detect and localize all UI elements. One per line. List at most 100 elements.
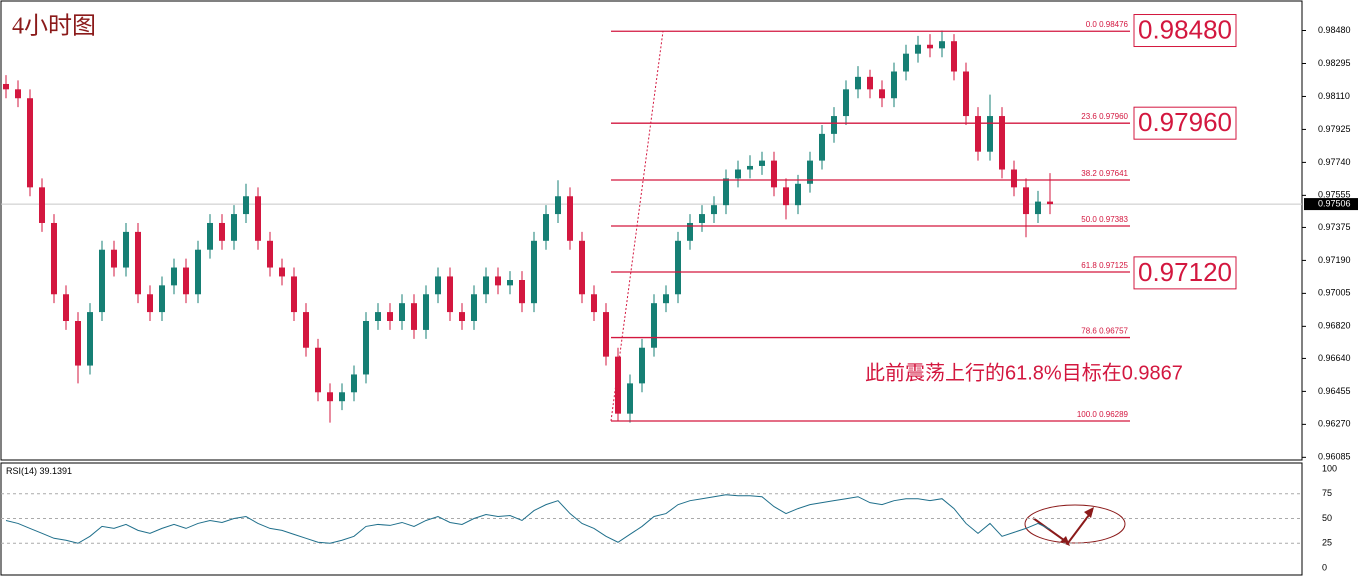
candle-body	[519, 280, 525, 304]
rsi-tick-label: 100	[1322, 463, 1337, 473]
candle-body	[891, 71, 897, 99]
target-box	[1133, 106, 1237, 140]
candle-body	[171, 267, 177, 286]
fib-price: 0.96757	[1099, 327, 1128, 336]
y-tick-label: 0.96085	[1318, 452, 1351, 462]
candle-body	[663, 294, 669, 304]
target-label: 0.97960	[1138, 107, 1232, 137]
candle-body	[867, 76, 873, 90]
candle-body	[99, 249, 105, 313]
chart-title: 4小时图	[12, 13, 96, 40]
rsi-header: RSI(14) 39.1391	[6, 466, 72, 476]
candle-body	[735, 169, 741, 179]
candle-body	[711, 205, 717, 215]
candle-body	[915, 44, 921, 54]
candle-body	[747, 165, 753, 170]
y-tick-label: 0.97740	[1318, 157, 1351, 167]
trend-line	[610, 31, 664, 422]
y-tick-label: 0.96640	[1318, 353, 1351, 363]
candle-body	[627, 383, 633, 414]
candle-body	[939, 41, 945, 49]
target-label: 0.97120	[1138, 257, 1232, 287]
candle-body	[447, 276, 453, 313]
y-tick-label: 0.96270	[1318, 419, 1351, 429]
candle-body	[375, 312, 381, 321]
fib-ratio: 78.6	[1081, 327, 1097, 336]
candle-body	[87, 312, 93, 366]
fib-label: 0.0 0.98476	[1086, 20, 1129, 29]
fib-ratio: 0.0	[1086, 20, 1098, 29]
candle-body	[699, 214, 705, 223]
candle-body	[39, 187, 45, 223]
candle-body	[195, 249, 201, 295]
candle-body	[1047, 201, 1053, 205]
rsi-tick-label: 50	[1322, 513, 1332, 523]
candle-body	[687, 222, 693, 241]
candle-body	[603, 312, 609, 357]
candle-body	[1023, 187, 1029, 215]
candle-body	[879, 89, 885, 99]
candle-body	[543, 214, 549, 241]
candle-body	[123, 231, 129, 268]
candle-body	[795, 183, 801, 206]
rsi-tick-label: 25	[1322, 538, 1332, 548]
y-tick-label: 0.98110	[1318, 91, 1350, 101]
fib-ratio: 100.0	[1077, 410, 1098, 419]
candle-body	[903, 53, 909, 72]
candle-body	[555, 196, 561, 215]
fib-label: 23.6 0.97960	[1081, 112, 1128, 121]
candle-body	[399, 303, 405, 321]
candle-body	[147, 294, 153, 313]
fib-price: 0.98476	[1099, 20, 1128, 29]
candle-body	[135, 231, 141, 295]
fib-price: 0.97960	[1099, 112, 1128, 121]
annotation: 此前震荡上行的61.8%目标在0.9867	[865, 361, 1183, 384]
y-tick-label: 0.97925	[1318, 124, 1351, 134]
y-tick-label: 0.98295	[1318, 58, 1351, 68]
fib-ratio: 50.0	[1081, 215, 1097, 224]
candle-body	[783, 187, 789, 206]
candle-body	[855, 76, 861, 90]
candle-body	[567, 196, 573, 241]
y-tick-label: 0.98480	[1318, 25, 1351, 35]
rsi-name: RSI(14)	[6, 466, 37, 476]
candle-body	[315, 347, 321, 393]
candle-body	[15, 89, 21, 99]
candle-body	[75, 320, 81, 366]
fib-ratio: 38.2	[1081, 169, 1097, 178]
candle-body	[231, 214, 237, 241]
candle-body	[495, 276, 501, 286]
candle-body	[291, 276, 297, 313]
candle-body	[27, 98, 33, 188]
candle-body	[51, 222, 57, 295]
rsi-tick-label: 0	[1322, 562, 1327, 572]
fib-price: 0.96289	[1099, 410, 1128, 419]
fib-label: 78.6 0.96757	[1081, 327, 1128, 336]
candle-body	[651, 303, 657, 348]
candle-body	[723, 178, 729, 206]
candle-body	[111, 249, 117, 268]
candle-body	[387, 312, 393, 321]
candle-body	[1011, 169, 1017, 188]
candle-body	[327, 392, 333, 402]
candle-body	[267, 240, 273, 268]
candle-body	[831, 116, 837, 134]
last-price-label: 0.97506	[1318, 198, 1351, 208]
rsi-line	[5, 494, 1051, 544]
candle-body	[423, 294, 429, 330]
candle-body	[435, 276, 441, 295]
candle-body	[243, 196, 249, 215]
fib-label: 61.8 0.97125	[1081, 261, 1128, 270]
candle-body	[975, 116, 981, 152]
candle-body	[279, 267, 285, 277]
candle-body	[63, 294, 69, 321]
rsi-arrow-head	[1084, 507, 1094, 518]
fib-label: 38.2 0.97641	[1081, 169, 1128, 178]
candle-body	[351, 374, 357, 393]
fib-price: 0.97383	[1099, 215, 1128, 224]
fib-ratio: 23.6	[1081, 112, 1097, 121]
fib-price: 0.97125	[1099, 261, 1128, 270]
candle-body	[843, 89, 849, 117]
candle-body	[411, 303, 417, 330]
